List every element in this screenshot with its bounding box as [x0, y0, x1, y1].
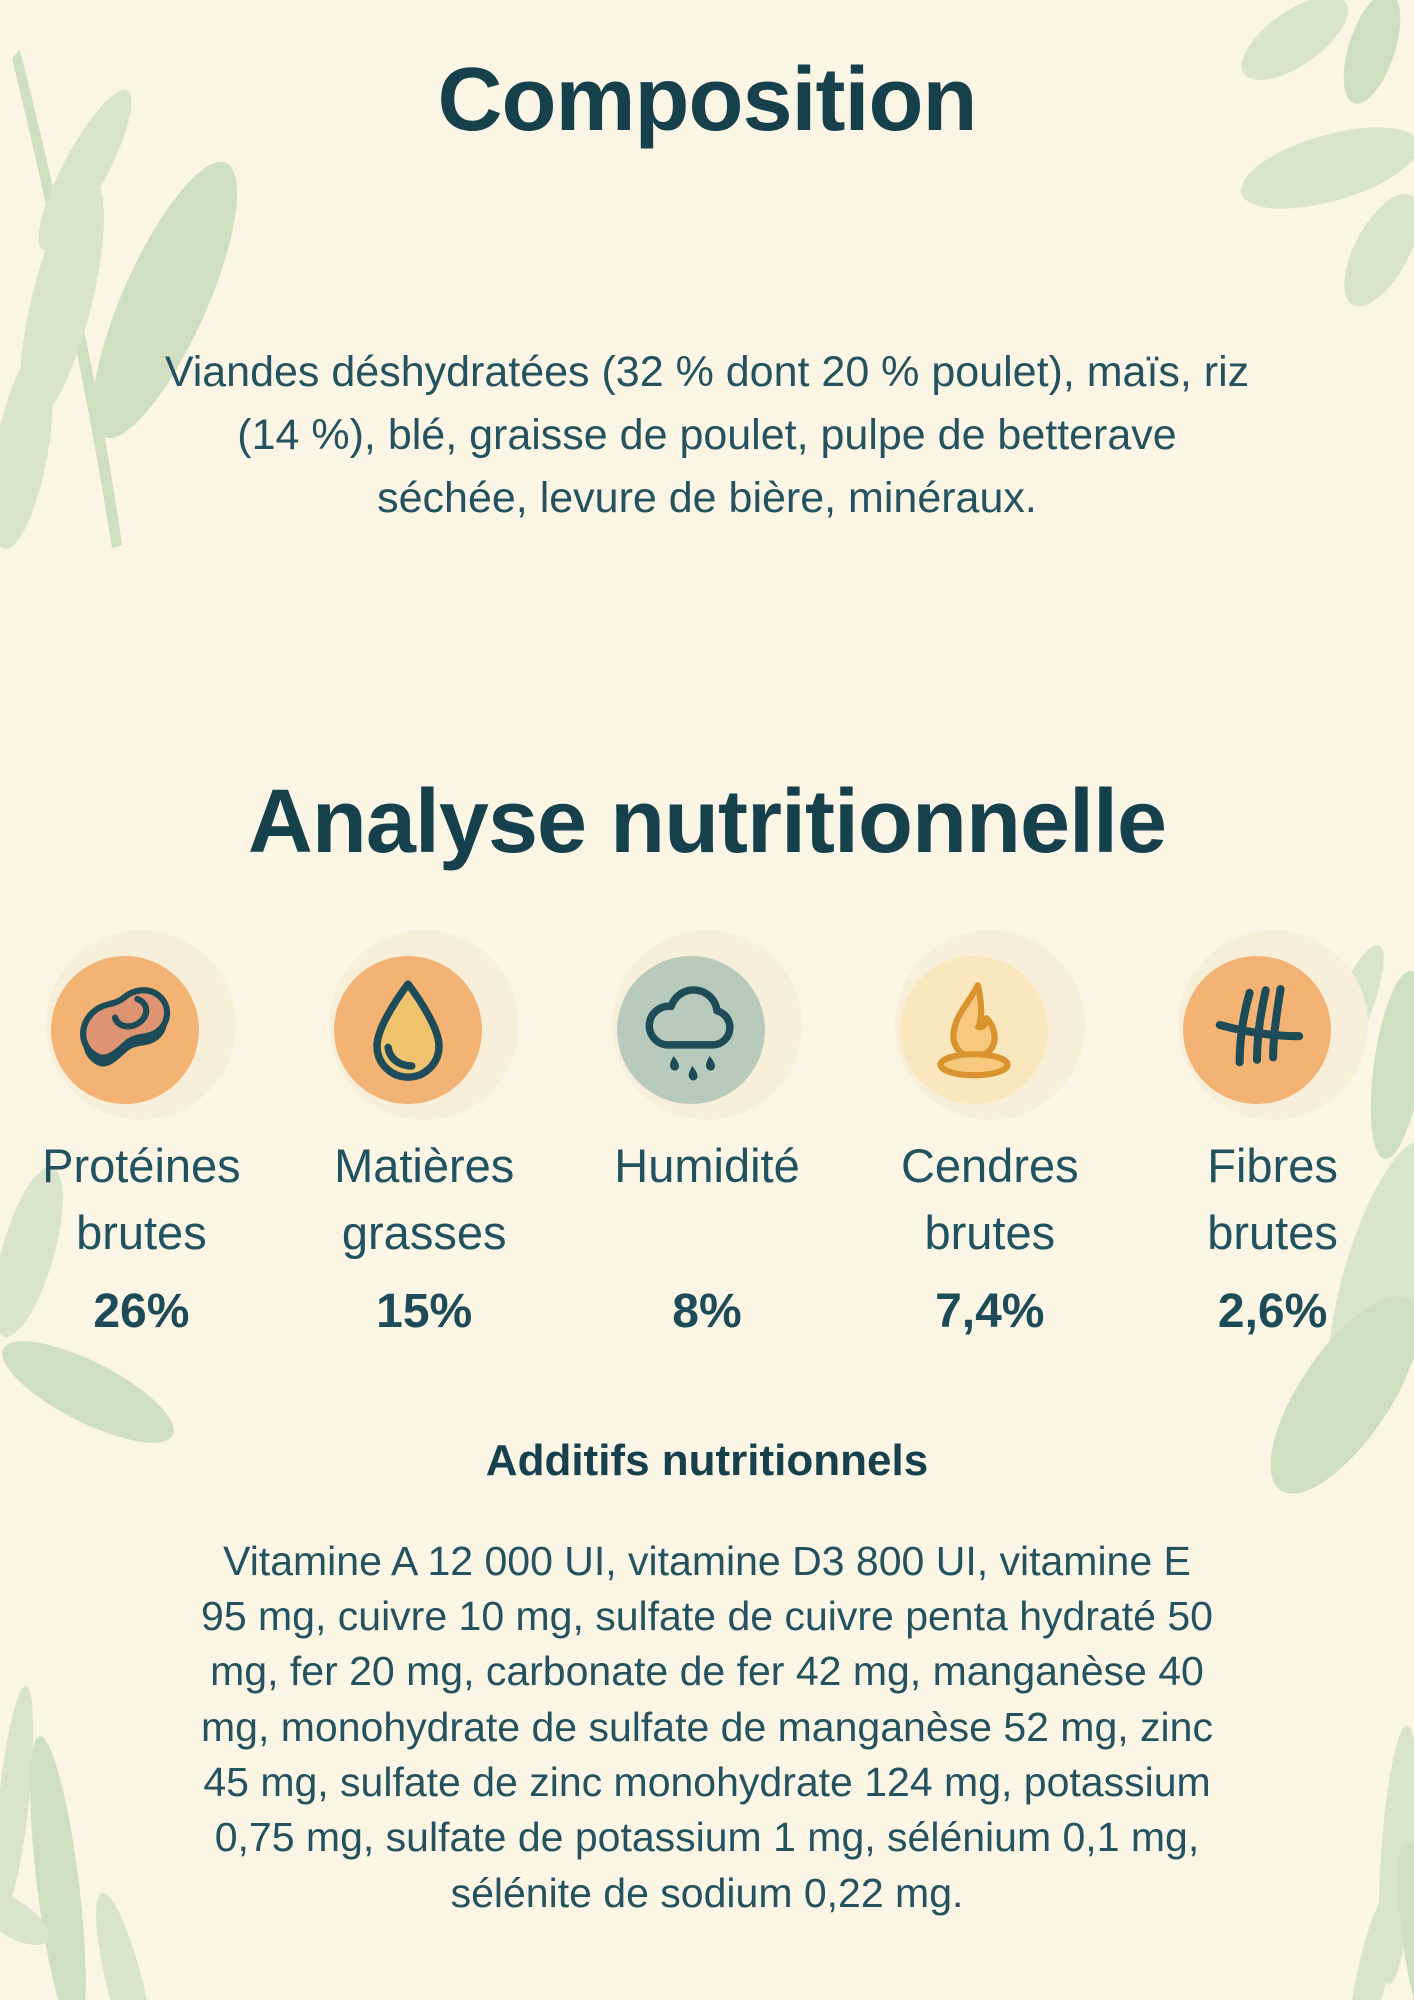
droplet-icon [373, 979, 443, 1081]
nutrient-label: Matières grasses [334, 1138, 515, 1259]
nutrient-column-fiber: Fibres brutes 2,6% [1131, 929, 1414, 1339]
fiber-icon-wrap [1177, 929, 1368, 1120]
nutrient-value: 7,4% [935, 1284, 1045, 1338]
nutrient-label: Fibres brutes [1207, 1138, 1338, 1259]
icon-circle [334, 955, 483, 1104]
steak-icon [80, 986, 171, 1067]
tally-marks-icon [1215, 984, 1303, 1066]
moisture-icon-wrap [611, 929, 802, 1120]
nutrient-value: 8% [672, 1284, 742, 1338]
additives-text: Vitamine A 12 000 UI, vitamine D3 800 UI… [201, 1537, 1213, 1916]
composition-title: Composition [437, 50, 978, 150]
ash-icon-wrap [894, 929, 1085, 1120]
nutrient-column-proteins: Protéines brutes 26% [0, 929, 283, 1339]
flame-icon [937, 981, 1011, 1078]
analysis-title: Analyse nutritionnelle [247, 772, 1167, 873]
nutrient-value: 15% [376, 1284, 473, 1338]
label-content: Composition Viandes déshydratées (32 % d… [0, 50, 1414, 1916]
nutrient-column-ash: Cendres brutes 7,4% [848, 929, 1131, 1339]
nutrient-label: Protéines brutes [42, 1138, 241, 1259]
nutrient-column-fat: Matières grasses 15% [283, 929, 566, 1339]
nutrient-value: 26% [93, 1284, 190, 1338]
composition-text: Viandes déshydratées (32 % dont 20 % pou… [164, 347, 1250, 523]
rain-cloud-icon [645, 985, 734, 1081]
icon-circle [899, 955, 1048, 1104]
protein-icon-wrap [46, 929, 237, 1120]
icon-circle [51, 955, 200, 1104]
icon-circle [616, 955, 765, 1104]
icon-circle [1182, 955, 1331, 1104]
additives-title: Additifs nutritionnels [485, 1435, 929, 1485]
nutrient-label: Humidité [614, 1138, 800, 1192]
nutrient-label: Cendres brutes [900, 1138, 1079, 1259]
fat-icon-wrap [329, 929, 520, 1120]
nutrient-value: 2,6% [1217, 1284, 1328, 1338]
nutrient-row: Protéines brutes 26% Matières grasses 15… [0, 929, 1414, 1339]
nutrient-column-moisture: Humidité 8% [566, 929, 849, 1339]
